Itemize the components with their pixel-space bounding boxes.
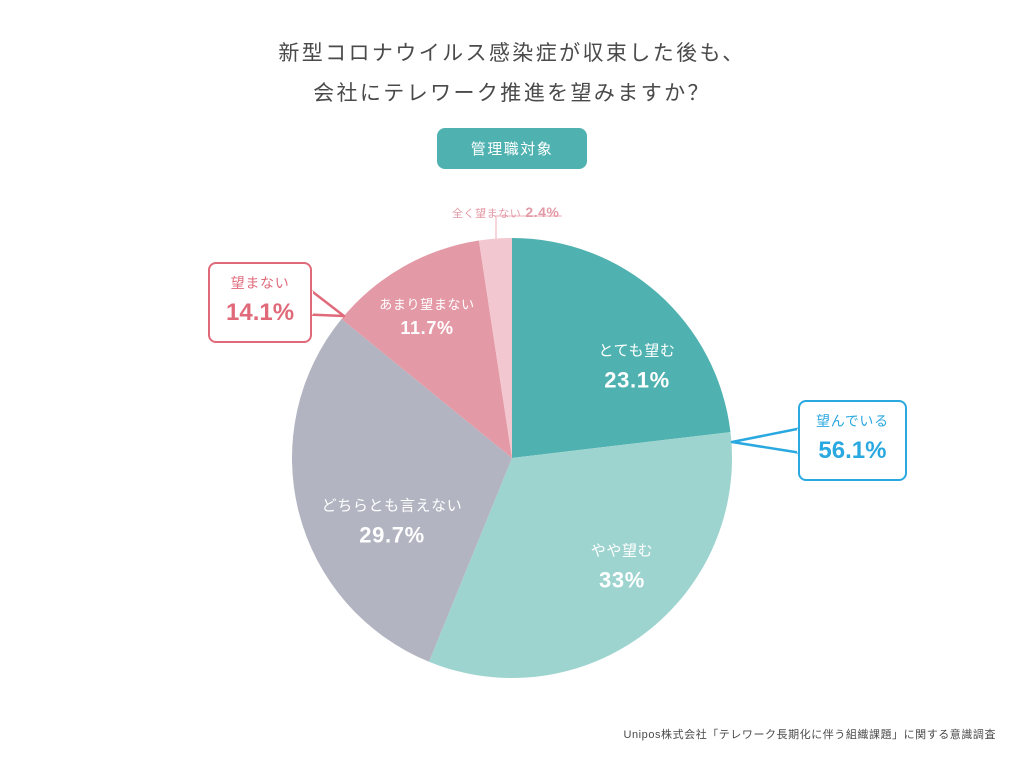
slice-label: あまり望まない11.7%	[379, 295, 474, 342]
slice-name: どちらとも言えない	[322, 495, 463, 518]
callout-positive: 望んでいる 56.1%	[798, 400, 907, 481]
callout-value: 56.1%	[816, 435, 889, 467]
slice-name: やや望む	[591, 540, 654, 563]
source-attribution: Unipos株式会社「テレワーク長期化に伴う組織課題」に関する意識調査	[624, 726, 997, 742]
slice-value: 23.1%	[598, 363, 675, 396]
title-line-2: 会社にテレワーク推進を望みますか？	[0, 74, 1024, 114]
slice-value: 11.7%	[379, 314, 474, 341]
pie-svg	[252, 198, 772, 718]
slice-name: とても望む	[598, 340, 675, 363]
slice-value: 2.4%	[525, 204, 559, 220]
subtitle-badge: 管理職対象	[437, 128, 588, 169]
slice-value: 33%	[591, 563, 654, 596]
pie-chart: とても望む23.1% やや望む33% どちらとも言えない29.7% あまり望まない11…	[252, 198, 772, 718]
slice-label-outside: 全く望まない 2.4%	[452, 204, 559, 221]
slice-label: やや望む33%	[591, 540, 654, 596]
slice-label: どちらとも言えない29.7%	[322, 495, 463, 551]
slice-name: あまり望まない	[379, 295, 474, 315]
callout-value: 14.1%	[226, 297, 294, 329]
title-line-1: 新型コロナウイルス感染症が収束した後も、	[0, 34, 1024, 74]
slice-label: とても望む23.1%	[598, 340, 675, 396]
callout-negative: 望まない 14.1%	[208, 262, 312, 343]
callout-label: 望んでいる	[816, 412, 889, 431]
slice-name: 全く望まない	[452, 208, 521, 220]
chart-title: 新型コロナウイルス感染症が収束した後も、 会社にテレワーク推進を望みますか？ 管…	[0, 34, 1024, 169]
callout-label: 望まない	[226, 274, 294, 293]
slice-value: 29.7%	[322, 518, 463, 551]
